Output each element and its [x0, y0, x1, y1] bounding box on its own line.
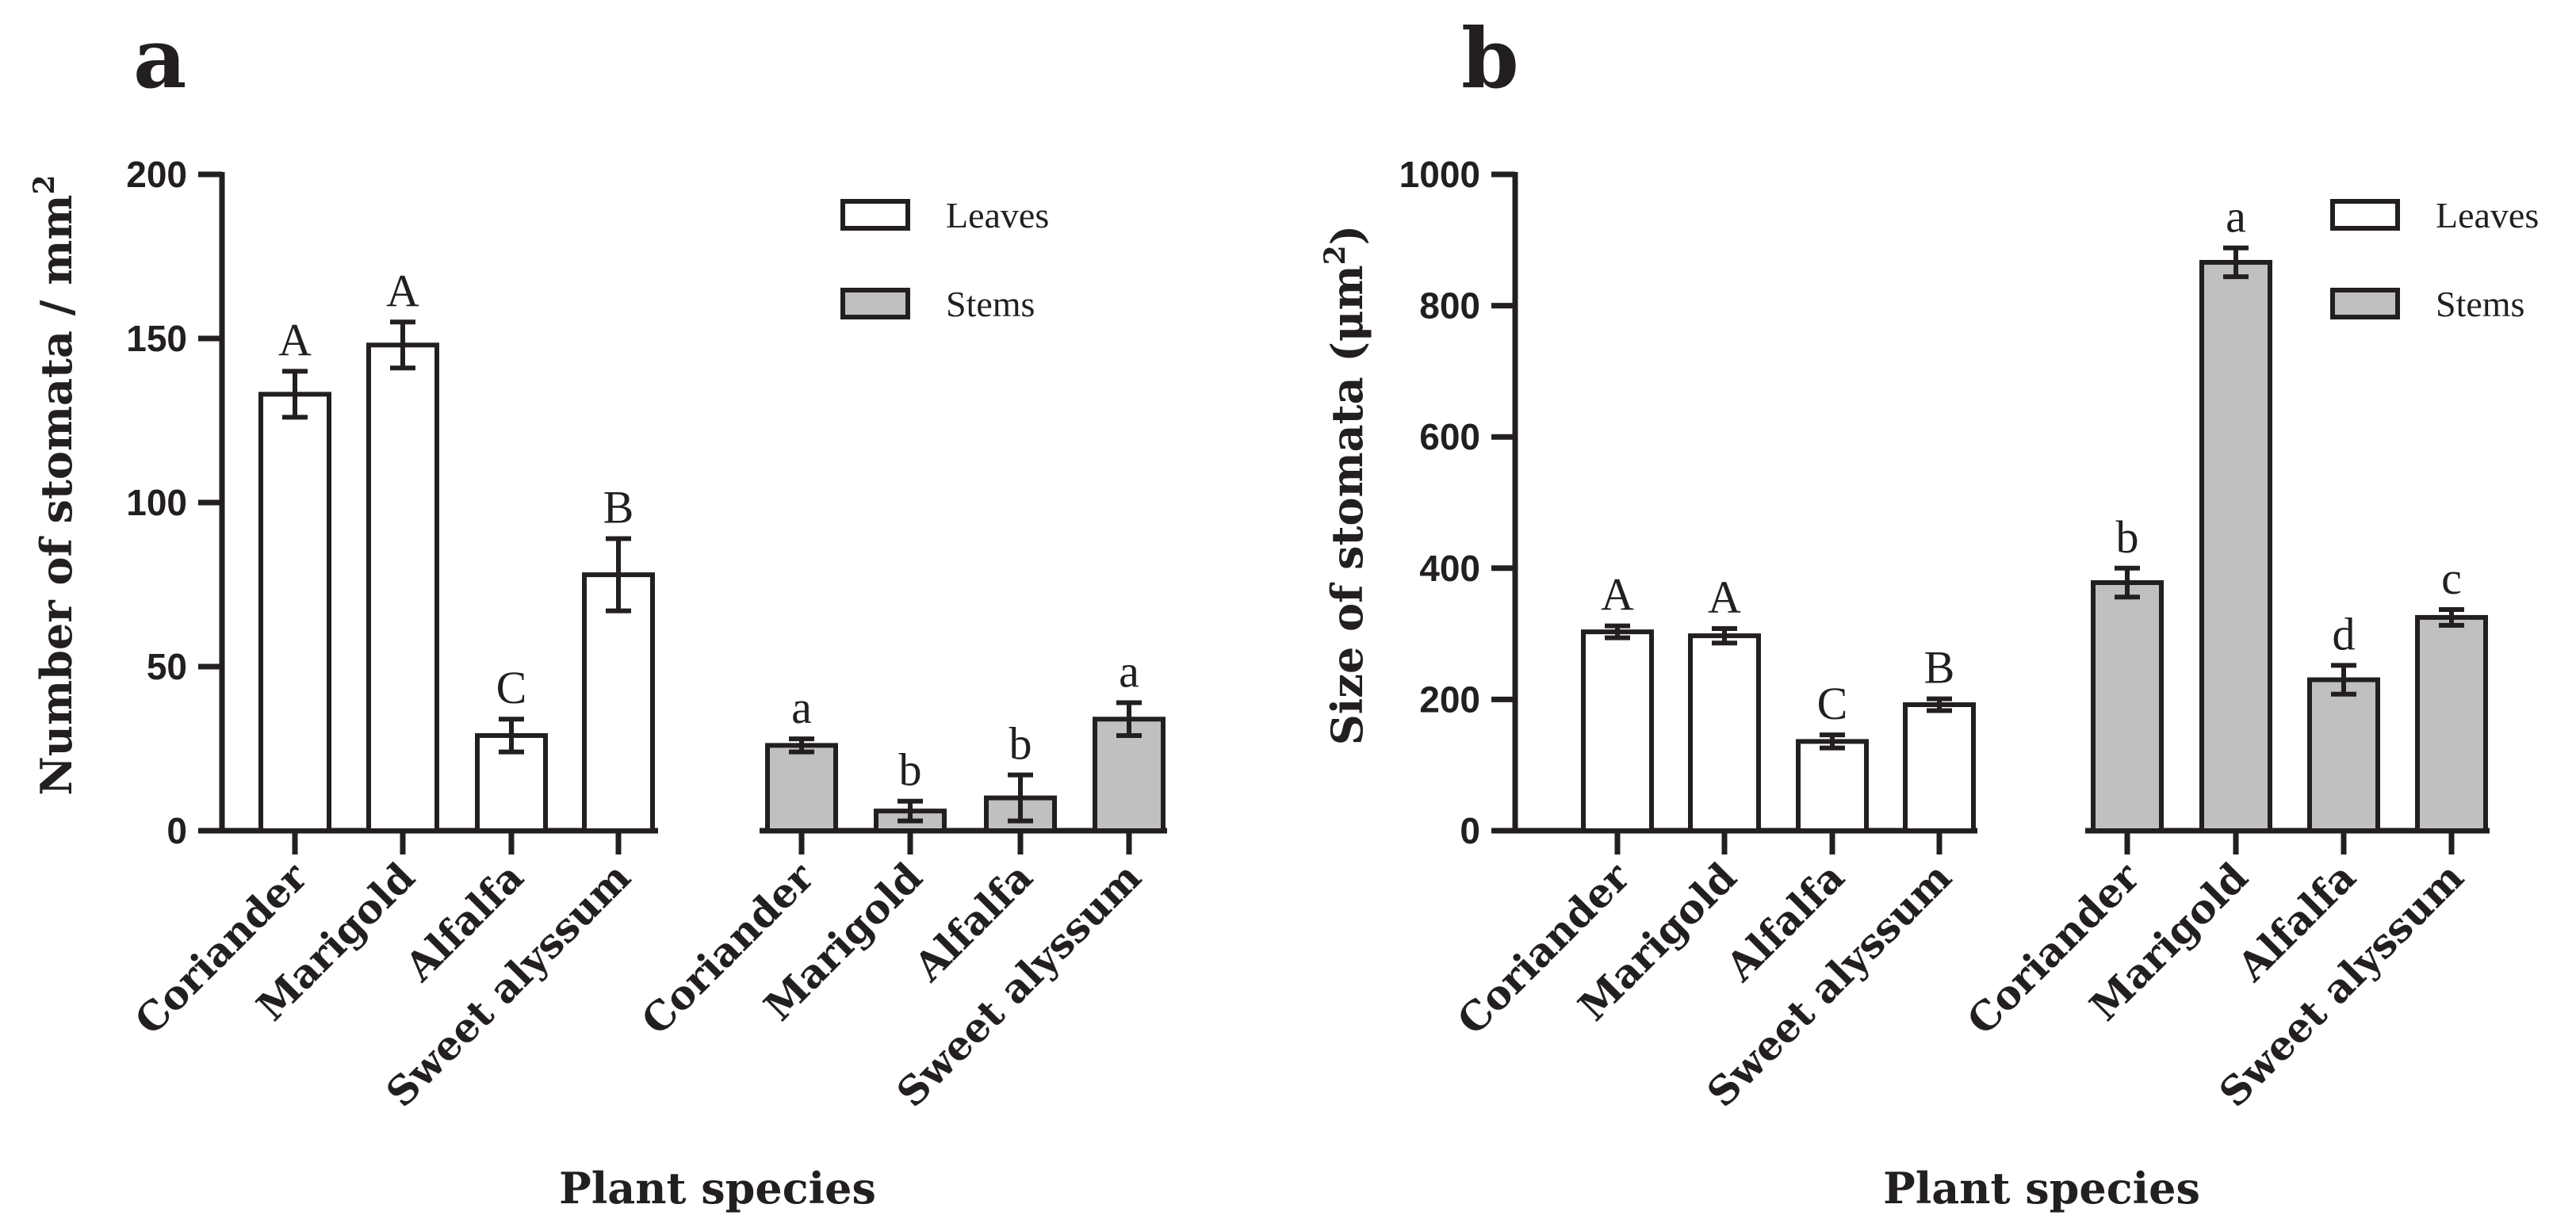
- panel-b-plot: 02004006008001000ACorianderAMarigoldCAlf…: [1399, 154, 2540, 1116]
- panel-a-y-axis-title-main: Number of stomata / mm: [31, 194, 82, 795]
- panel-b-leaves-marigold-significance-letter: A: [1708, 572, 1741, 623]
- panel-a-letter: a: [133, 10, 186, 107]
- panel-b-leaves-coriander-bar: [1581, 629, 1654, 834]
- panel-b-stems-marigold-bar: [2199, 259, 2272, 833]
- panel-b-stems-marigold-significance-letter: a: [2226, 191, 2246, 243]
- panel-a-stems-marigold-significance-letter: b: [899, 744, 922, 796]
- panel-b-y-axis-title-suffix: ): [1322, 225, 1372, 246]
- panel-b-legend-swatch-stems: [2330, 288, 2400, 319]
- panel-a-leaves-marigold-bar: [366, 342, 439, 833]
- panel-b-y-tick-label-1000: 1000: [1399, 154, 1480, 195]
- panel-a-stems-sweet-alyssum-significance-letter: a: [1119, 646, 1139, 698]
- panel-a-x-axis-title: Plant species: [559, 1163, 876, 1214]
- panel-b-y-axis-title-sup: 2: [1319, 245, 1352, 265]
- panel-b-legend-swatch-leaves: [2330, 199, 2400, 231]
- panel-b-stems-sweet-alyssum-significance-letter: c: [2441, 552, 2462, 604]
- panel-b-y-axis-title-main: Size of stomata (μm: [1322, 265, 1372, 745]
- panel-a-y-axis-title-sup: 2: [28, 174, 61, 194]
- panel-a-y-tick-label-200: 200: [126, 154, 187, 195]
- panel-a-y-tick-label-100: 100: [126, 482, 187, 523]
- panel-a-y-tick-label-50: 50: [147, 646, 187, 687]
- panel-a-leaves-sweet-alyssum-significance-letter: B: [603, 482, 634, 533]
- panel-a-leaves-coriander-significance-letter: A: [278, 314, 312, 365]
- panel-b-leaves-sweet-alyssum-significance-letter: B: [1924, 642, 1955, 694]
- panel-a-y-tick-label-0: 0: [167, 810, 187, 851]
- panel-b-leaves-alfalfa-bar: [1796, 739, 1869, 834]
- panel-b-stems-alfalfa-bar: [2307, 677, 2380, 833]
- panel-b-letter: b: [1461, 10, 1519, 107]
- panel-b-leaves-coriander-significance-letter: A: [1601, 569, 1634, 621]
- panel-b-y-tick-label-600: 600: [1419, 416, 1480, 457]
- panel-a-y-axis-title: Number of stomata / mm2: [28, 174, 82, 795]
- panel-b-y-tick-label-0: 0: [1460, 810, 1480, 851]
- panel-a-leaves-coriander-bar: [258, 392, 331, 833]
- panel-b-y-tick-label-400: 400: [1419, 548, 1480, 589]
- panel-b-legend-label-stems: Stems: [2436, 284, 2524, 324]
- panel-b-y-axis-title: Size of stomata (μm2): [1319, 225, 1372, 745]
- panel-a-legend-swatch-leaves: [840, 199, 910, 231]
- panel-a-legend-label-stems: Stems: [946, 284, 1035, 324]
- panel-b-leaves-alfalfa-significance-letter: C: [1817, 678, 1848, 729]
- panel-a-leaves-marigold-significance-letter: A: [386, 265, 419, 316]
- panel-b-stems-sweet-alyssum-bar: [2415, 614, 2488, 834]
- panel-a-plot: 050100150200ACorianderAMarigoldCAlfalfaB…: [126, 154, 1167, 1116]
- panel-a-stems-alfalfa-significance-letter: b: [1009, 718, 1032, 770]
- panel-b-stems-coriander-significance-letter: b: [2116, 511, 2139, 563]
- panel-a-stems-coriander-significance-letter: a: [791, 682, 812, 733]
- panel-a-legend-label-leaves: Leaves: [946, 195, 1049, 235]
- panel-b-stems-coriander-bar: [2091, 580, 2164, 833]
- panel-b-stems-alfalfa-significance-letter: d: [2333, 608, 2356, 659]
- panel-b: b Size of stomata (μm2) Plant species 0 2…: [1319, 10, 2539, 1214]
- panel-a: a Number of stomata / mm2 Plant species …: [28, 10, 1167, 1214]
- panel-a-y-tick-label-150: 150: [126, 318, 187, 359]
- panel-a-legend-swatch-stems: [840, 288, 910, 319]
- panel-b-y-tick-label-800: 800: [1419, 285, 1480, 327]
- panel-b-y-tick-label-200: 200: [1419, 679, 1480, 720]
- panel-b-x-axis-title: Plant species: [1883, 1163, 2200, 1214]
- panel-a-leaves-alfalfa-significance-letter: C: [496, 662, 527, 713]
- panel-b-leaves-sweet-alyssum-bar: [1903, 702, 1976, 833]
- panel-a-stems-coriander-bar: [765, 743, 838, 833]
- panel-b-leaves-marigold-bar: [1688, 633, 1761, 833]
- panel-b-legend-label-leaves: Leaves: [2436, 195, 2539, 235]
